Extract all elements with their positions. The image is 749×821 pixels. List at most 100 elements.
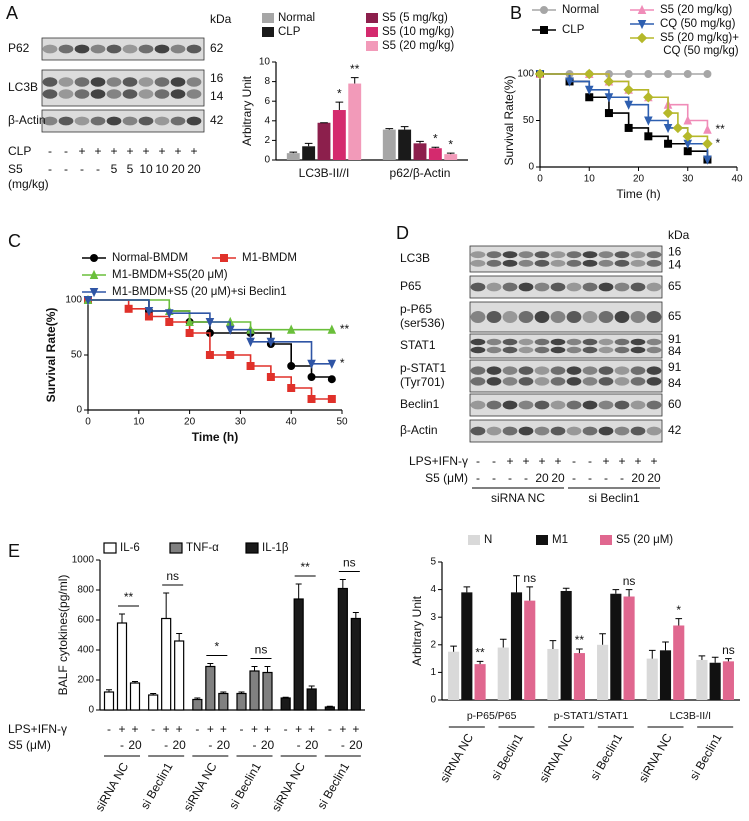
kda-value: 91	[668, 360, 682, 374]
error-bar	[304, 142, 313, 147]
y-tick-label: 0	[88, 705, 94, 716]
error-bar	[431, 146, 440, 149]
y-tick-label: 3	[430, 612, 436, 623]
blot-band	[470, 311, 486, 323]
significance: **	[715, 122, 725, 136]
legend-label: M1-BMDM+S5(20 μM)	[112, 269, 228, 281]
blot-band	[646, 377, 662, 386]
blot-band	[122, 116, 138, 126]
condition-value: -	[48, 144, 52, 158]
blot-band	[550, 426, 566, 436]
blot-band	[550, 346, 566, 354]
blot-band	[170, 44, 186, 54]
x-axis-label: Time (h)	[616, 187, 660, 201]
marker	[703, 155, 712, 165]
bar	[722, 661, 734, 700]
blot-band	[170, 89, 186, 99]
blot-band	[550, 377, 566, 386]
condition-value: 20	[647, 471, 661, 485]
blot-band	[58, 77, 74, 87]
marker	[327, 324, 337, 334]
condition-label: S5 (μM)	[425, 471, 468, 485]
kda-title: kDa	[668, 228, 690, 242]
x-axis-label: Time (h)	[192, 430, 238, 444]
bar	[192, 698, 203, 711]
condition-value: +	[339, 722, 346, 736]
blot-band	[582, 400, 598, 410]
error-bar	[119, 613, 125, 623]
bar	[161, 617, 172, 711]
legend-label: S5 (20 mg/kg)	[660, 4, 732, 16]
marker	[307, 373, 316, 381]
blot-band	[534, 259, 550, 267]
significance: **	[575, 633, 585, 647]
blot-band	[646, 426, 662, 436]
error-bar	[711, 656, 719, 663]
blot-band	[630, 338, 646, 346]
blot-band	[486, 311, 502, 323]
condition-value: -	[341, 738, 345, 752]
bar	[474, 664, 486, 700]
marker	[327, 395, 336, 403]
legend-marker	[220, 254, 228, 262]
kda-value: 62	[210, 41, 224, 55]
blot-band	[630, 311, 646, 323]
condition-value: +	[163, 722, 170, 736]
legend-swatch	[366, 27, 378, 37]
blot-band	[550, 282, 566, 292]
blot-row-label: β-Actin	[8, 113, 46, 127]
blot-band	[630, 426, 646, 436]
condition-label: S5	[8, 162, 23, 176]
panel-label: C	[8, 231, 21, 251]
metric-label: p-STAT1/STAT1	[554, 710, 629, 722]
marker	[643, 92, 654, 103]
legend-label: Normal	[562, 4, 599, 16]
condition-value: +	[174, 144, 181, 158]
blot-band	[646, 311, 662, 323]
condition-value: +	[264, 722, 271, 736]
panel-label: B	[510, 3, 522, 23]
condition-label: LPS+IFN-γ	[409, 454, 468, 468]
blot-strip	[469, 301, 663, 333]
x-tick-label: 30	[682, 174, 694, 185]
blot-band	[502, 426, 518, 436]
kda-title: kDa	[210, 12, 232, 26]
error-bar	[549, 640, 557, 649]
blot-band	[518, 338, 534, 346]
blot-band	[470, 400, 486, 410]
marker	[226, 351, 235, 359]
blot-strip	[469, 275, 663, 299]
marker	[664, 139, 673, 148]
blot-strip	[469, 419, 663, 443]
blot-row-sublabel: (ser536)	[400, 316, 445, 330]
condition-value: -	[297, 738, 301, 752]
blot-band	[646, 400, 662, 410]
condition-value: +	[220, 722, 227, 736]
blot-band	[502, 259, 518, 267]
condition-value: +	[251, 722, 258, 736]
error-bar	[264, 666, 271, 673]
condition-value: -	[524, 471, 528, 485]
blot-band	[566, 377, 582, 386]
blot-band	[106, 77, 122, 87]
error-bar	[725, 658, 732, 662]
bar	[413, 143, 427, 160]
bar	[317, 122, 331, 160]
error-bar	[625, 589, 633, 597]
blot-band	[646, 251, 662, 259]
bar	[623, 596, 635, 700]
significance: *	[715, 136, 720, 150]
blot-band	[550, 251, 566, 259]
bar	[306, 688, 317, 711]
blot-band	[470, 366, 486, 375]
legend-swatch	[262, 13, 274, 23]
blot-band	[90, 116, 106, 126]
blot-strip	[41, 37, 205, 61]
bar	[597, 644, 609, 700]
kda-value: 16	[210, 71, 224, 85]
blot-band	[550, 311, 566, 323]
condition-value: +	[308, 722, 315, 736]
blot-band	[550, 338, 566, 346]
blot-band	[502, 400, 518, 410]
